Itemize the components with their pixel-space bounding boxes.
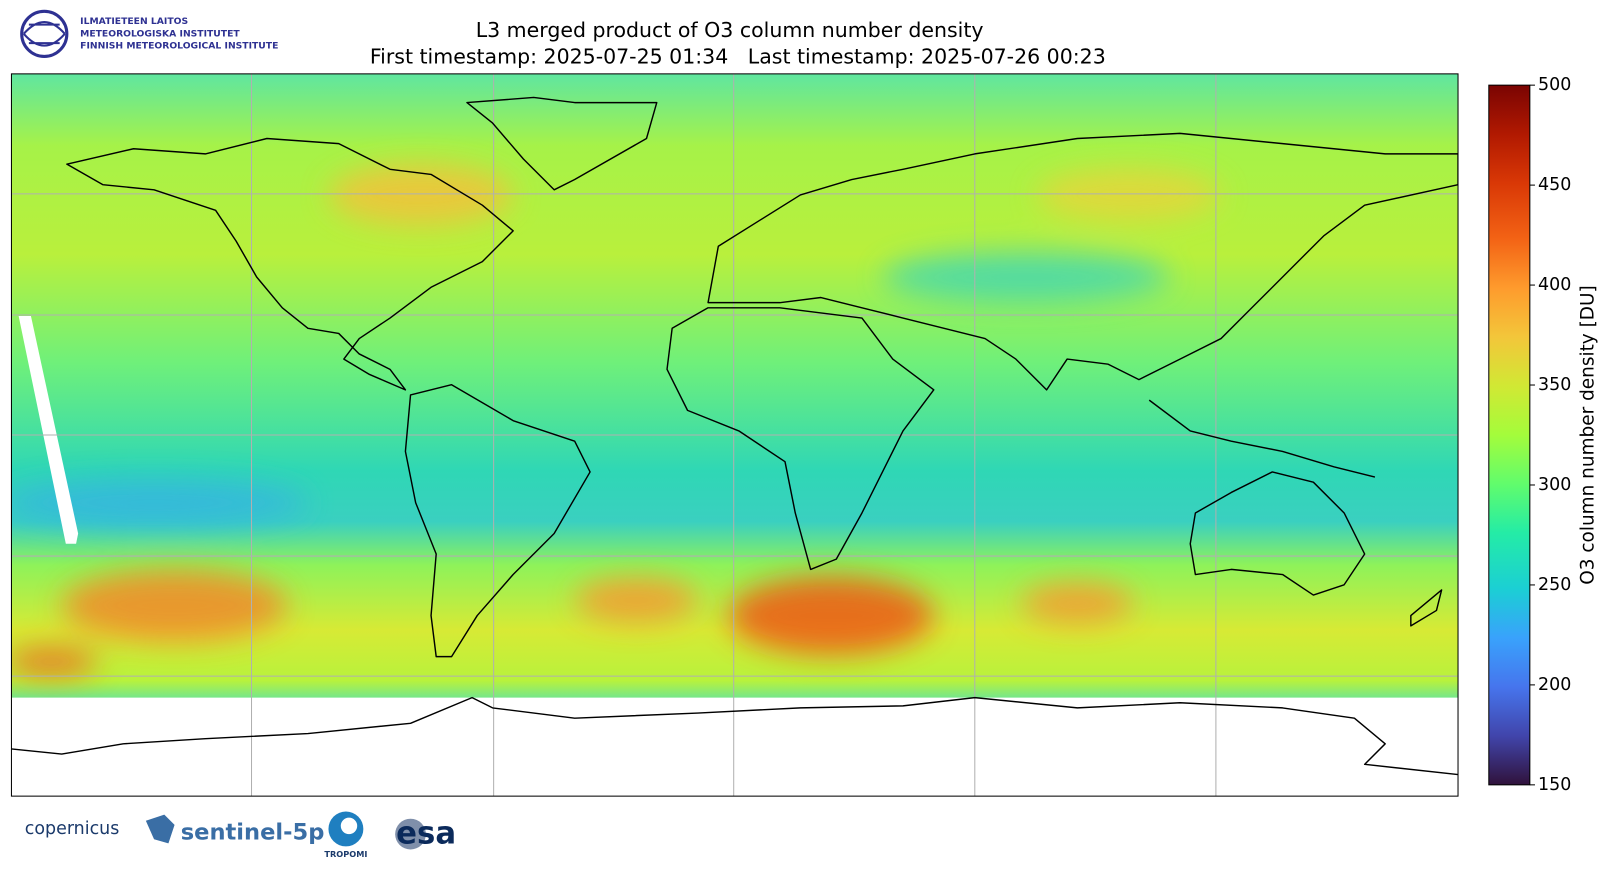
fmi-logo: ILMATIETEEN LAITOS METEOROLOGISKA INSTIT…: [20, 9, 278, 58]
colorbar-tick-label: 300: [1538, 475, 1571, 495]
title: L3 merged product of O3 column number de…: [476, 18, 984, 42]
colorbar-tick-label: 150: [1538, 775, 1571, 795]
colorbar-tick-label: 350: [1538, 375, 1571, 395]
subtitle: First timestamp: 2025-07-25 01:34 Last t…: [370, 44, 1106, 68]
colorbar: O3 column number density [DU] 150 200 250 3…: [1488, 75, 1598, 795]
logo-text: sentinel-5p: [181, 820, 325, 846]
colorbar-tick-label: 450: [1538, 175, 1571, 195]
logo-text: esa: [396, 816, 456, 852]
colorbar-tick-label: 500: [1538, 75, 1571, 95]
colorbar-tick-label: 200: [1538, 675, 1571, 695]
grid: [11, 73, 1459, 797]
footer-logos: copernicus sentinel-5p TROPOMI esa: [25, 811, 456, 859]
map: [11, 73, 1459, 797]
colorbar-tick-label: 250: [1538, 575, 1571, 595]
logo-text: copernicus: [25, 819, 120, 839]
colorbar-tick-label: 400: [1538, 275, 1571, 295]
logo-text: ILMATIETEEN LAITOS: [80, 16, 188, 27]
coastlines: [11, 96, 1459, 776]
logo-text: FINNISH METEOROLOGICAL INSTITUTE: [80, 41, 278, 52]
logo-text: TROPOMI: [324, 849, 367, 859]
colorbar-label: O3 column number density [DU]: [1577, 285, 1598, 584]
logo-text: METEOROLOGISKA INSTITUTET: [80, 28, 240, 39]
map-frame: [10, 73, 1459, 797]
